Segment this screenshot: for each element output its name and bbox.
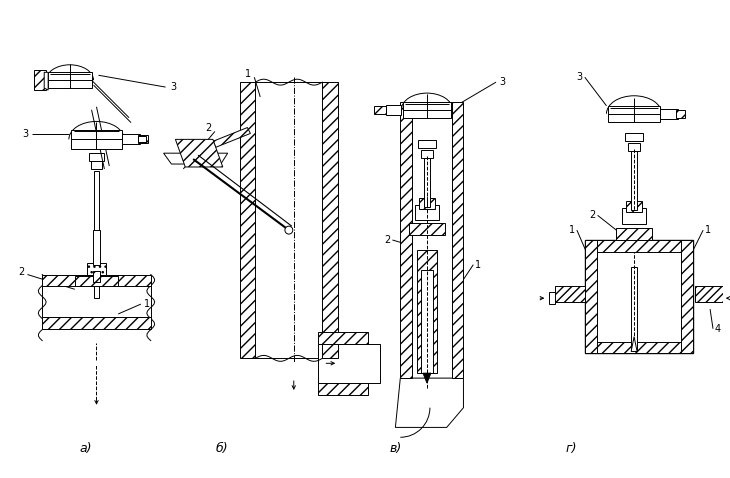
Bar — [93, 271, 101, 282]
Polygon shape — [396, 378, 464, 427]
Bar — [239, 82, 255, 359]
Bar — [418, 141, 436, 148]
Bar — [42, 274, 151, 286]
Bar — [48, 72, 91, 88]
Polygon shape — [175, 140, 223, 167]
Bar — [412, 102, 452, 378]
Text: 4: 4 — [715, 324, 721, 334]
Bar — [385, 105, 402, 115]
Bar — [318, 332, 368, 344]
Text: 1: 1 — [245, 69, 251, 79]
Polygon shape — [45, 72, 48, 90]
Bar — [410, 223, 445, 235]
Bar — [421, 270, 433, 373]
Text: 1: 1 — [475, 260, 481, 270]
Text: 2: 2 — [206, 122, 212, 132]
Bar — [374, 106, 385, 114]
Bar — [626, 201, 642, 212]
Bar — [93, 171, 99, 298]
Bar — [34, 70, 46, 90]
Bar — [682, 240, 694, 353]
Polygon shape — [631, 337, 637, 351]
Bar — [415, 206, 439, 220]
Polygon shape — [423, 373, 431, 383]
Text: 1: 1 — [569, 225, 575, 235]
Text: 2: 2 — [384, 235, 391, 245]
Text: 3: 3 — [23, 130, 28, 140]
Bar — [400, 102, 412, 378]
Bar — [318, 344, 380, 383]
Bar — [88, 153, 104, 161]
Bar — [93, 230, 101, 265]
Bar — [71, 130, 122, 149]
Bar — [585, 240, 694, 252]
Bar — [631, 267, 637, 351]
Bar — [424, 156, 430, 207]
Bar — [87, 263, 107, 274]
Text: 3: 3 — [577, 72, 583, 82]
Text: б): б) — [216, 442, 228, 456]
Bar — [138, 135, 147, 143]
Bar — [549, 292, 556, 304]
Polygon shape — [213, 128, 250, 147]
Bar — [403, 102, 450, 118]
Bar — [417, 250, 437, 373]
Bar — [609, 106, 660, 121]
Bar — [74, 276, 118, 286]
Bar — [138, 136, 146, 142]
Bar — [616, 228, 652, 240]
Bar — [419, 197, 435, 209]
Bar — [323, 82, 338, 359]
Bar — [631, 149, 637, 210]
Text: г): г) — [566, 442, 577, 456]
Bar — [622, 208, 646, 224]
Text: 2: 2 — [589, 210, 596, 220]
Text: 3: 3 — [499, 77, 505, 87]
Bar — [255, 82, 323, 359]
Bar — [660, 109, 677, 119]
Bar — [629, 143, 640, 151]
Bar — [695, 286, 723, 302]
Circle shape — [285, 226, 293, 234]
Bar — [625, 133, 643, 141]
Bar — [91, 161, 102, 169]
Bar — [42, 274, 151, 317]
Bar — [318, 383, 368, 395]
Bar — [675, 110, 685, 118]
Bar — [585, 342, 694, 353]
Bar — [585, 240, 596, 353]
Bar — [42, 317, 151, 329]
Text: 1: 1 — [144, 299, 150, 309]
Text: а): а) — [80, 442, 92, 456]
Bar — [421, 150, 433, 158]
Text: 1: 1 — [705, 225, 711, 235]
Polygon shape — [164, 153, 228, 164]
Bar — [556, 286, 585, 302]
Bar — [122, 134, 140, 144]
Text: в): в) — [389, 442, 402, 456]
Text: 3: 3 — [171, 82, 177, 92]
Text: 2: 2 — [18, 267, 25, 277]
Bar — [452, 102, 464, 378]
Bar — [585, 240, 694, 353]
